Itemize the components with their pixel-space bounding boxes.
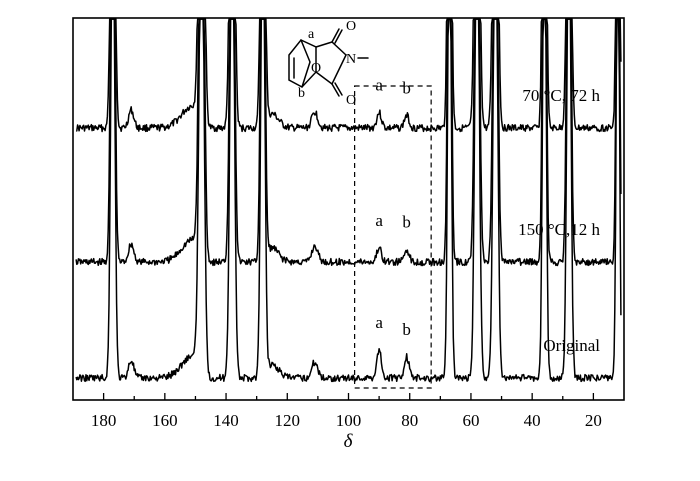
- spectrum-trace: [75, 18, 622, 267]
- x-axis-label: δ: [344, 431, 354, 452]
- series-labels: 70 °C, 72 h 150 °C,12 h Original: [518, 86, 600, 355]
- atom-label-a: a: [308, 27, 315, 42]
- x-axis-ticks: [102, 393, 595, 400]
- x-axis-tick-labels: 180 160 140 120 100 80 60 40 20: [91, 411, 602, 430]
- peak-label: a: [375, 313, 383, 332]
- carbonyl-top-bond: [331, 28, 343, 44]
- series-label: 70 °C, 72 h: [522, 86, 600, 105]
- spectrum-trace: [75, 18, 622, 383]
- atom-o-bridge: O: [311, 61, 321, 76]
- molecule-structure: O N O O a b: [288, 19, 369, 108]
- x-tick-label: 40: [524, 411, 541, 430]
- x-tick-label: 100: [336, 411, 362, 430]
- peak-labels: a ba ba b: [375, 76, 411, 339]
- x-tick-label: 180: [91, 411, 117, 430]
- atom-label-b: b: [298, 86, 305, 101]
- atom-o-bottom: O: [346, 93, 356, 108]
- carbonyl-bottom-bond: [331, 82, 343, 97]
- peak-label: b: [402, 320, 411, 339]
- x-tick-label: 160: [152, 411, 178, 430]
- spectrum-trace: [75, 18, 622, 133]
- spectra-group: [75, 18, 622, 383]
- x-tick-label: 120: [275, 411, 301, 430]
- series-label: Original: [543, 336, 600, 355]
- peak-label: b: [402, 78, 411, 97]
- atom-n: N: [346, 52, 356, 67]
- x-tick-label: 80: [401, 411, 418, 430]
- peak-label: a: [375, 76, 383, 95]
- series-label: 150 °C,12 h: [518, 220, 600, 239]
- peak-label: b: [402, 212, 411, 231]
- x-tick-label: 140: [213, 411, 239, 430]
- imide-ring-bond: [315, 41, 347, 86]
- oxygen-bridge-bond: [300, 39, 311, 88]
- x-tick-label: 20: [585, 411, 602, 430]
- x-tick-label: 60: [462, 411, 479, 430]
- atom-o-top: O: [346, 19, 356, 34]
- highlight-region-box: [354, 85, 432, 389]
- peak-label: a: [375, 211, 383, 230]
